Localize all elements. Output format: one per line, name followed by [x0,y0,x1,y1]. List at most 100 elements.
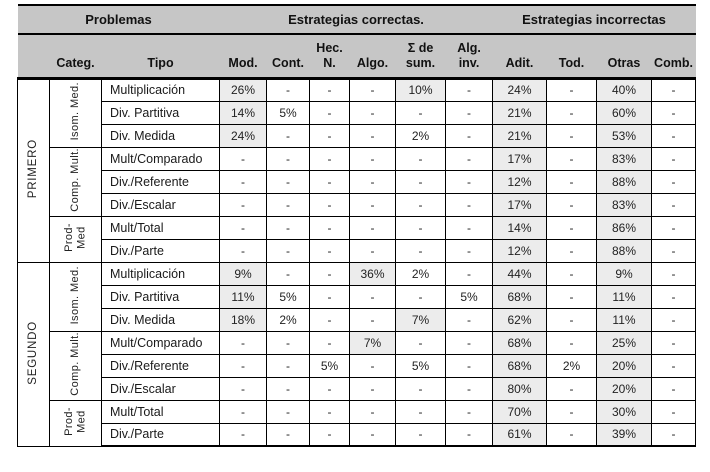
table-row: Div./Parte - - - - - - 61% - 39% - [18,422,696,447]
table-cell: 68% [492,353,547,378]
table-cell: 11% [219,284,267,309]
grade-label-segundo: SEGUNDO [17,261,50,447]
table-cell: - [309,399,350,424]
category-label-isom-med: Isom. Med. [49,261,102,332]
table-cell: - [266,77,310,102]
row-label: Mult/Total [101,215,220,240]
table-cell: 26% [219,77,267,102]
table-cell: - [651,215,696,240]
table-cell: - [651,261,696,286]
table-row: Prod- Med Mult/Total - - - - - - 70% - 3… [18,399,696,447]
row-label: Div./Escalar [101,192,220,217]
table-cell: - [651,422,696,447]
category-label-text: Prod- Med [62,407,88,436]
table-cell: - [266,123,310,148]
table-cell: - [395,146,446,171]
table-cell: - [651,77,696,102]
table-cell: - [309,238,350,263]
table-cell: 5% [309,353,350,378]
grade-label-text: SEGUNDO [26,320,39,385]
table-cell: 20% [596,376,652,401]
table-cell: - [309,307,350,332]
table-row: SEGUNDO Isom. Med. Multiplicación 9% - -… [17,261,696,447]
table-cell: - [219,192,267,217]
category-label-isom-med: Isom. Med. [49,77,102,148]
table-cell: - [349,146,396,171]
col-header-alg-inv: Alg. inv. [445,34,493,80]
row-label: Mult/Total [101,399,220,424]
table-row: Div./Referente - - 5% - 5% - 68% 2% 20% … [18,353,696,378]
table-cell: - [651,192,696,217]
table-cell: - [445,399,493,424]
table-row: Div./Escalar - - - - - - 80% - 20% - [18,376,696,401]
category-label-text: Isom. Med. [69,82,82,141]
table-cell: 11% [596,284,652,309]
row-label: Div./Parte [101,422,220,447]
table-cell: - [219,353,267,378]
table-cell: - [309,123,350,148]
table-cell: 12% [492,169,547,194]
table-cell: - [219,146,267,171]
table-row: Div. Medida 24% - - - 2% - 21% - 53% - [18,123,696,148]
table-cell: 20% [596,353,652,378]
table-cell: - [309,215,350,240]
table-cell: 17% [492,192,547,217]
table-cell: 12% [492,238,547,263]
table-cell: - [219,215,267,240]
table-cell: 2% [395,261,446,286]
table-cell: 2% [395,123,446,148]
table-row: Div./Referente - - - - - - 12% - 88% - [18,169,696,194]
table-cell: - [445,261,493,286]
table-cell: - [266,422,310,447]
table-cell: - [546,215,597,240]
table-cell: - [266,238,310,263]
row-label: Mult/Comparado [101,146,220,171]
results-table: Problemas Estrategias correctas. Estrate… [17,4,696,447]
row-label: Div. Partitiva [101,284,220,309]
table-cell: 80% [492,376,547,401]
table-cell: 10% [395,77,446,102]
group-header-problemas: Problemas [17,4,220,35]
table-cell: - [349,422,396,447]
category-label-text: Comp. Mult. [69,148,82,212]
table-cell: 11% [596,307,652,332]
table-cell: - [395,192,446,217]
table-cell: - [546,100,597,125]
table-cell: 68% [492,284,547,309]
table-cell: 24% [219,123,267,148]
col-header-suma: Σ de sum. [395,34,446,80]
col-header-comb: Comb. [651,34,696,80]
table-cell: - [651,146,696,171]
table-cell: 88% [596,169,652,194]
table-cell: - [445,100,493,125]
table-cell: 83% [596,192,652,217]
table-row: Div. Partitiva 11% 5% - - - 5% 68% - 11%… [18,284,696,309]
table-cell: 9% [596,261,652,286]
table-cell: - [349,353,396,378]
table-cell: 53% [596,123,652,148]
table-cell: - [349,123,396,148]
table-cell: - [546,192,597,217]
table-cell: - [309,146,350,171]
group-header-estrategias-correctas: Estrategias correctas. [219,4,493,35]
col-header-algo: Algo. [349,34,396,80]
table-cell: - [219,169,267,194]
col-header-mod: Mod. [219,34,267,80]
table-cell: 2% [546,353,597,378]
table-cell: - [546,123,597,148]
table-row: Comp. Mult. Mult/Comparado - - - - - - 1… [18,146,696,217]
col-header-tod: Tod. [546,34,597,80]
table-row: Prod- Med Mult/Total - - - - - - 14% - 8… [18,215,696,263]
table-cell: 68% [492,330,547,355]
table-cell: - [445,77,493,102]
table-cell: - [445,169,493,194]
table-cell: 2% [266,307,310,332]
row-label: Div./Referente [101,353,220,378]
row-label: Div./Escalar [101,376,220,401]
table-cell: 44% [492,261,547,286]
table-cell: 5% [266,284,310,309]
table-cell: - [546,422,597,447]
table-cell: 61% [492,422,547,447]
col-header-tipo: Tipo [101,34,220,80]
table-cell: 83% [596,146,652,171]
